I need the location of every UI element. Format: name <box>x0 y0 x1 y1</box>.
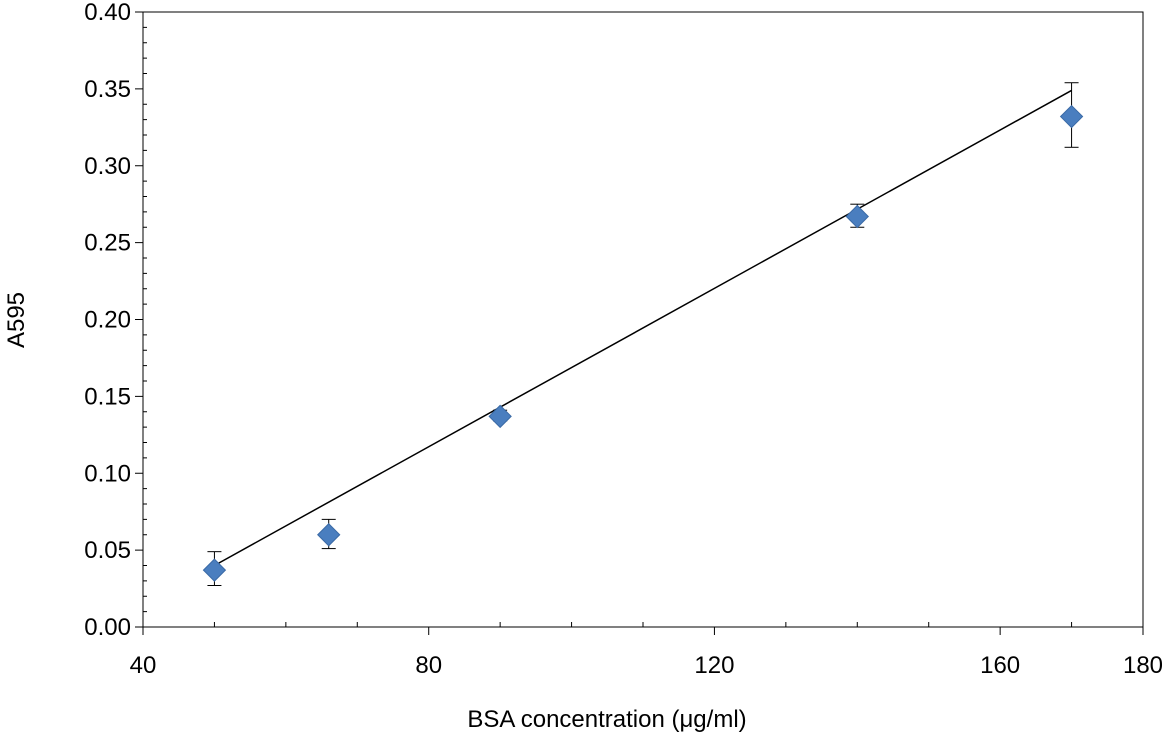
y-tick-label: 0.15 <box>84 383 131 410</box>
x-tick-label: 40 <box>130 652 157 679</box>
data-point <box>845 204 869 229</box>
data-point <box>317 523 341 547</box>
y-axis-title: A595 <box>3 292 30 348</box>
x-tick-label: 120 <box>694 652 734 679</box>
y-tick-label: 0.05 <box>84 537 131 564</box>
data-point <box>202 558 227 582</box>
y-tick-label: 0.25 <box>84 230 131 257</box>
x-tick-label: 180 <box>1123 652 1162 679</box>
plot-frame <box>142 11 1144 628</box>
y-tick-label: 0.40 <box>84 0 131 26</box>
fit-line <box>214 89 1072 567</box>
y-tick-label: 0.35 <box>84 76 131 103</box>
data-point <box>488 404 512 429</box>
y-tick-label: 0.20 <box>84 307 131 334</box>
y-tick-label: 0.00 <box>84 614 131 641</box>
x-tick-label: 80 <box>415 652 442 679</box>
data-point <box>1059 104 1084 129</box>
y-tick-label: 0.10 <box>84 460 131 487</box>
x-tick-label: 160 <box>980 652 1020 679</box>
x-axis-title: BSA concentration (μg/ml) <box>467 706 746 733</box>
y-tick-label: 0.30 <box>84 153 131 180</box>
